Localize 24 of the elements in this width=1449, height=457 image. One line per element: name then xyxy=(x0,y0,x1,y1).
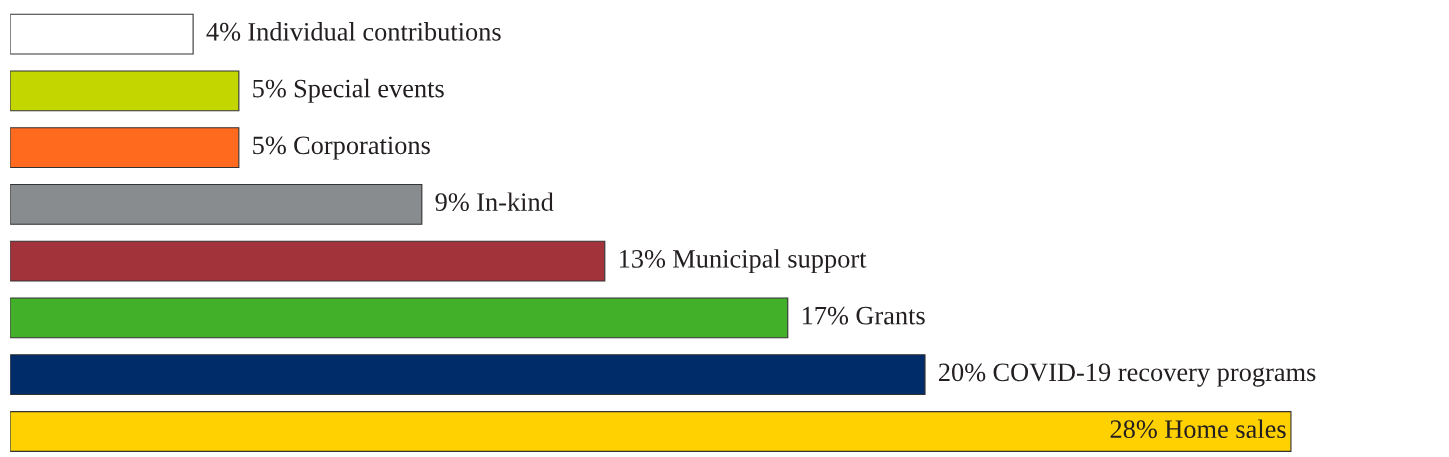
data-label: 4% xyxy=(206,22,241,41)
bar xyxy=(10,240,606,282)
bar xyxy=(10,183,423,225)
y-tick-label: COVID-19 recovery programs xyxy=(993,363,1316,387)
bar xyxy=(10,297,789,339)
y-tick-label: Corporations xyxy=(294,136,430,160)
data-label: 28% xyxy=(1110,420,1157,439)
y-tick-label: Home sales xyxy=(1165,419,1286,439)
data-label: 5% xyxy=(253,136,286,155)
bar xyxy=(10,354,926,396)
y-tick-label: Special events xyxy=(294,78,444,103)
data-label: 13% xyxy=(619,249,666,268)
bar xyxy=(10,127,240,169)
data-label: 17% xyxy=(802,306,849,325)
y-tick-label: Grants xyxy=(856,306,925,325)
y-tick-label: Municipal support xyxy=(673,249,867,274)
data-label: 20% xyxy=(938,363,986,382)
data-label: 9% xyxy=(435,193,469,212)
y-tick-label: Individual contributions xyxy=(248,22,501,41)
data-label: 5% xyxy=(253,79,286,98)
y-tick-label: In-kind xyxy=(477,192,554,211)
bar xyxy=(10,411,1292,452)
bar xyxy=(10,13,194,55)
bar xyxy=(10,70,240,112)
